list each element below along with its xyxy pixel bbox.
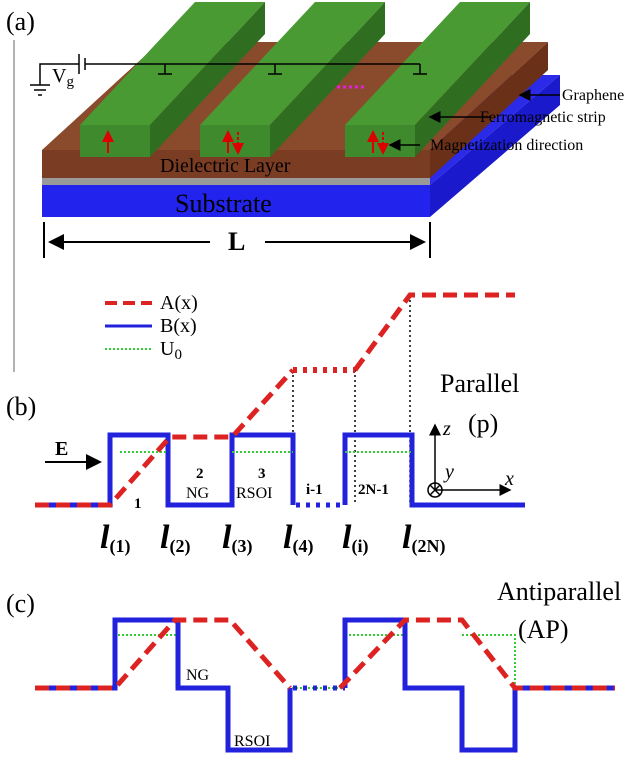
boundary-label: l(2N) (402, 519, 445, 557)
region-label: RSOI (234, 733, 270, 750)
boundary-label: l(3) (222, 519, 252, 557)
substrate-label: Substrate (175, 189, 272, 218)
mode-label: Parallel (440, 369, 519, 398)
panel-label: (b) (6, 392, 36, 421)
mode-label: Antiparallel (497, 577, 621, 606)
boundary-index: (i) (351, 536, 368, 557)
boundary-index: (1) (109, 536, 130, 557)
graphene-label: Graphene (562, 87, 624, 104)
boundary-guides (293, 295, 410, 505)
legend-label: U0 (160, 338, 182, 363)
axis-label: x (504, 468, 514, 490)
gate-subscript: g (66, 74, 74, 90)
axis-label: y (443, 461, 454, 483)
mode-short-label: (p) (468, 409, 498, 438)
region-label: 2N-1 (358, 482, 389, 498)
magnetization-label: Magnetization direction (430, 137, 583, 154)
length-label: L (228, 227, 245, 256)
boundary-label: l(2) (160, 519, 190, 557)
legend-label: B(x) (160, 315, 197, 337)
region-label: NG (186, 667, 210, 684)
region-label: 1 (134, 496, 142, 512)
boundary-labels: l(1) l(2) l(3) l(4) l(i) l(2N) (100, 519, 445, 557)
panel-c: (c) Antiparallel (AP) NG RSOI (6, 577, 621, 750)
dielectric-label: Dielectric Layer (160, 155, 291, 177)
legend-symbol: U (160, 338, 175, 360)
legend-subscript: 0 (174, 347, 182, 363)
boundary-label: l(1) (100, 519, 130, 557)
panel-a: Vg (a) Graphene Ferromagnetic strip Magn… (6, 2, 624, 372)
field-label: E (55, 438, 68, 460)
boundary-index: (3) (231, 536, 252, 557)
strip-label: Ferromagnetic strip (480, 109, 606, 126)
boundary-index: (2N) (411, 536, 445, 557)
region-label: NG (186, 485, 210, 502)
gate-symbol: V (52, 65, 67, 87)
boundary-index: (4) (292, 536, 313, 557)
region-label: i-1 (306, 482, 323, 498)
axis-label: z (442, 418, 451, 440)
boundary-label: l(4) (283, 519, 313, 557)
boundary-index: (2) (169, 536, 190, 557)
panel-b: (b) A(x) B(x) U0 E 1 2 NG 3 RSOI i-1 2N-… (6, 292, 525, 557)
legend-label: A(x) (160, 292, 198, 314)
panel-label: (a) (6, 7, 35, 36)
mode-short-label: (AP) (518, 615, 569, 644)
gate-label: Vg (52, 65, 74, 90)
panel-label: (c) (6, 589, 35, 618)
region-label: RSOI (236, 485, 272, 502)
boundary-label: l(i) (342, 519, 368, 557)
figure: Vg (a) Graphene Ferromagnetic strip Magn… (0, 0, 639, 759)
region-label: 2 (196, 466, 204, 482)
region-label: 3 (258, 466, 266, 482)
